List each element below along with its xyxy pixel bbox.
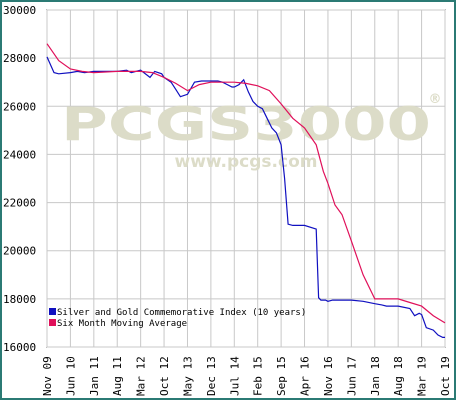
- series-line-1: [46, 43, 446, 324]
- legend: Silver and Gold Commemorative Index (10 …: [49, 308, 306, 329]
- y-tick-label: 16000: [3, 341, 36, 354]
- watermark-url: www.pcgs.com: [175, 152, 318, 172]
- x-tick-label: Sep 15: [275, 356, 288, 396]
- x-tick-label: Feb 15: [252, 356, 265, 396]
- legend-label-average: Six Month Moving Average: [57, 319, 187, 329]
- x-tick-label: Jun 17: [345, 356, 358, 396]
- legend-label-index: Silver and Gold Commemorative Index (10 …: [57, 308, 306, 318]
- x-tick-label: Jan 11: [88, 356, 101, 396]
- x-axis-ticks: Nov 09 Jun 10 Jan 11 Aug 11 Mar 12 Oct 12 May …: [41, 356, 452, 396]
- legend-swatch-average: [49, 319, 56, 326]
- x-tick-label: Jan 18: [369, 356, 382, 396]
- watermark: PCGS3000 www.pcgs.com ®: [61, 92, 442, 172]
- legend-swatch-index: [49, 308, 56, 315]
- x-tick-label: Aug 18: [392, 356, 405, 396]
- x-tick-label: Jul 14: [228, 356, 241, 396]
- y-tick-label: 18000: [3, 293, 36, 306]
- x-tick-label: Oct 19: [439, 356, 452, 396]
- plot-area: [46, 9, 446, 348]
- y-tick-label: 24000: [3, 148, 36, 161]
- y-tick-label: 22000: [3, 197, 36, 210]
- series-line-0: [46, 56, 445, 338]
- watermark-registered-mark: ®: [429, 92, 442, 107]
- y-axis-ticks: 30000 28000 26000 24000 22000 20000 18000 16000: [3, 4, 36, 354]
- x-tick-label: Nov 09: [41, 356, 54, 396]
- x-tick-label: Oct 12: [158, 356, 171, 396]
- x-tick-label: Nov 16: [322, 356, 335, 396]
- y-tick-label: 26000: [3, 100, 36, 113]
- y-tick-label: 20000: [3, 245, 36, 258]
- x-tick-label: Jun 10: [64, 356, 77, 396]
- x-tick-label: Mar 12: [135, 356, 148, 396]
- x-tick-label: May 13: [181, 356, 194, 396]
- y-tick-label: 30000: [3, 4, 36, 17]
- x-tick-label: Aug 11: [111, 356, 124, 396]
- series-group: [46, 43, 446, 338]
- y-tick-label: 28000: [3, 52, 36, 65]
- x-tick-label: Dec 13: [205, 356, 218, 396]
- watermark-text: PCGS3000: [61, 97, 431, 151]
- x-tick-label: Mar 19: [416, 356, 429, 396]
- x-tick-label: Apr 16: [299, 356, 312, 396]
